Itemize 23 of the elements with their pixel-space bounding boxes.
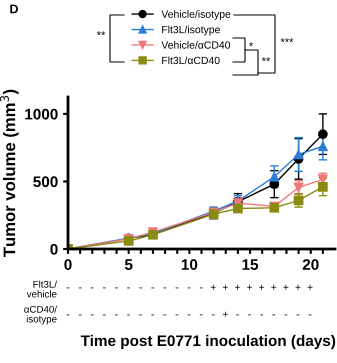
x-tick-label: 5 <box>124 259 133 270</box>
text: Flt3L/ vehicle <box>26 280 57 298</box>
text: *** <box>280 38 294 42</box>
legend-label: Vehicle/isotype <box>161 10 230 20</box>
text: - - - - - - - - - - - - - + - - - - - - - <box>66 312 312 317</box>
text: αCD40/ isotype <box>24 306 57 324</box>
text: D <box>10 4 18 14</box>
x-tick-label: 0 <box>64 259 72 270</box>
legend-label: Flt3L/isotype <box>162 26 220 36</box>
x-tick-label: 10 <box>182 259 198 270</box>
y-axis-title: Tumor volume (mm$^{3}$) <box>0 90 19 257</box>
legend-label: Flt3L/αCD40 <box>162 56 220 64</box>
text: * <box>249 42 253 46</box>
text: ** <box>262 57 270 62</box>
x-tick-label: 15 <box>242 259 258 270</box>
x-tick-label: 20 <box>302 259 319 270</box>
text: ** <box>96 31 106 36</box>
text: - - - - - - - - - - - - + + + + + + + + + <box>66 284 313 290</box>
y-tick-label: 500 <box>33 176 58 188</box>
legend-label: Vehicle/αCD40 <box>161 41 230 49</box>
x-axis-title: Time post E0771 inoculation (days) <box>80 334 336 350</box>
y-tick-label: 1000 <box>25 108 58 120</box>
y-tick-label: 0 <box>50 244 58 255</box>
